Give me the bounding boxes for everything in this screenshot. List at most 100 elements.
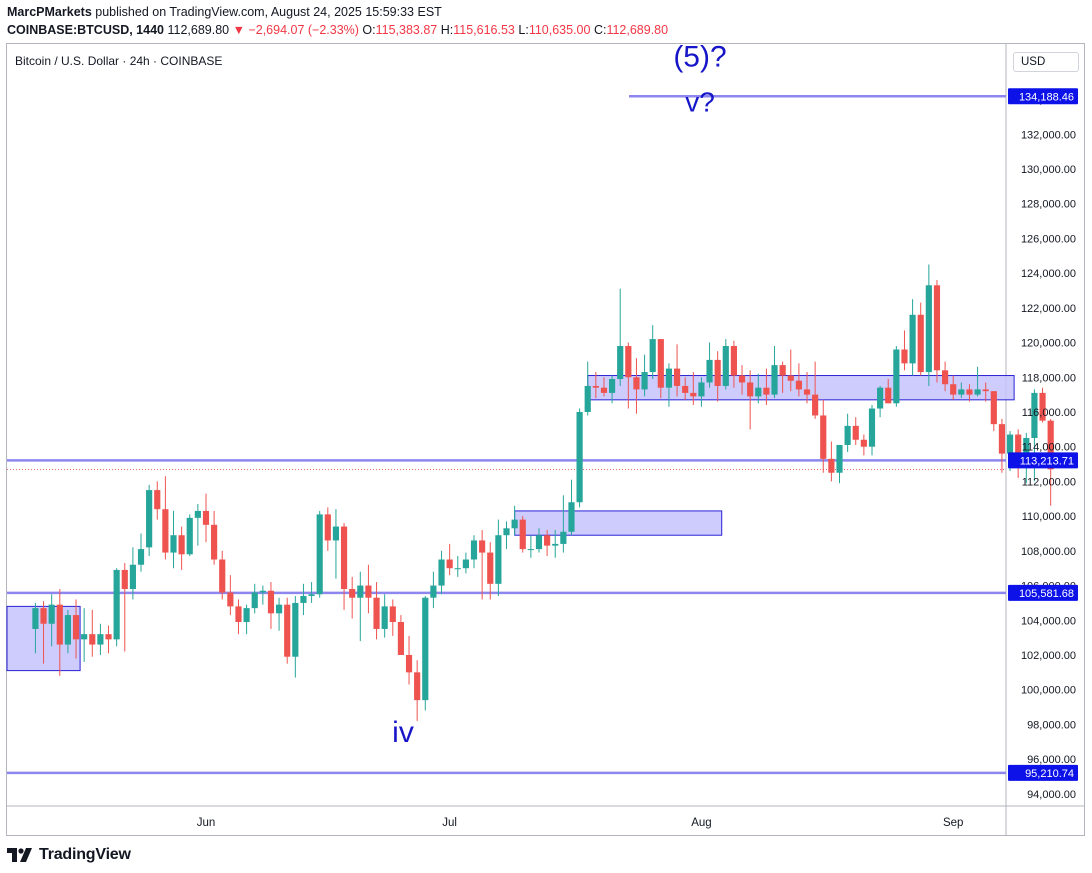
candle [909, 299, 916, 376]
candle [40, 601, 47, 664]
candle [389, 599, 396, 636]
candle-body [462, 559, 469, 569]
last-price: 112,689.80 [167, 23, 230, 37]
candle [414, 660, 421, 721]
candle [722, 339, 729, 390]
candle-body [275, 604, 283, 614]
candle-body [795, 380, 802, 390]
candle [966, 384, 973, 402]
candle [349, 576, 356, 619]
price-change: ▼ −2,694.07 (−2.33%) [232, 23, 359, 37]
candle [154, 481, 161, 520]
candle [48, 594, 55, 647]
candle-body [828, 458, 835, 473]
candle [365, 564, 372, 614]
candle [267, 582, 275, 629]
low-label: L: [518, 23, 529, 37]
candle-body [600, 387, 608, 393]
candle-body [1039, 392, 1046, 421]
candle-body [592, 385, 599, 388]
candle-body [1047, 420, 1054, 470]
candle-body [852, 425, 859, 440]
candle [300, 583, 307, 616]
candle [714, 351, 721, 402]
candle-body [885, 387, 892, 404]
candle [828, 441, 835, 482]
x-tick-label: Jun [197, 817, 216, 829]
candle-body [625, 346, 632, 378]
candle-body [868, 408, 876, 447]
candle [950, 375, 957, 400]
candle [812, 361, 819, 419]
candle [763, 368, 770, 406]
open-label: O: [362, 23, 376, 37]
candle-body [844, 425, 851, 445]
candle-body [72, 615, 80, 640]
candle-body [933, 285, 941, 371]
candle-body [568, 502, 575, 532]
footer-brand-text: TradingView [39, 846, 131, 863]
candle-body [219, 559, 226, 593]
candle [535, 528, 543, 553]
candle-body [227, 592, 234, 607]
candle-body [722, 346, 729, 386]
candle-body [89, 634, 96, 645]
y-tick-label: 100,000.00 [1021, 685, 1076, 697]
y-tick-label: 130,000.00 [1021, 164, 1076, 176]
candle-body [251, 592, 258, 609]
footer-brand[interactable]: TradingView [7, 844, 131, 866]
candle [178, 526, 185, 570]
candle [275, 597, 283, 631]
candle [990, 391, 997, 432]
candle [690, 372, 697, 406]
candle [259, 585, 266, 605]
y-tick-label: 118,000.00 [1022, 372, 1076, 384]
candle [64, 609, 72, 654]
candle-body [714, 359, 721, 386]
candle-body [373, 597, 380, 629]
y-tick-label: 126,000.00 [1021, 233, 1076, 245]
candle [519, 516, 526, 553]
candle [72, 599, 80, 659]
chart-frame[interactable] [6, 43, 1085, 836]
candle-body [365, 585, 372, 598]
candle [137, 533, 145, 572]
candle-body [479, 540, 486, 553]
candle [219, 550, 226, 600]
candle-body [690, 392, 697, 397]
candle-body [194, 510, 201, 518]
candle [901, 330, 908, 371]
candle [600, 377, 608, 397]
candle [251, 583, 258, 614]
level-tag-bg [1008, 88, 1078, 105]
candle-body [446, 559, 453, 569]
candle [755, 373, 762, 404]
candle-body [755, 387, 762, 397]
candle-body [966, 389, 973, 395]
candle [340, 523, 348, 610]
y-tick-label: 124,000.00 [1021, 268, 1076, 280]
candle [32, 602, 39, 654]
level-price-tag: 105,581.68 [1008, 584, 1078, 601]
candle [787, 349, 794, 392]
candle-body [682, 385, 689, 393]
candle-body [454, 568, 461, 570]
candle-body [292, 602, 299, 657]
currency-button[interactable]: USD [1013, 52, 1079, 72]
candle [81, 608, 88, 662]
candle-body [1031, 392, 1038, 439]
candle [470, 535, 478, 569]
low-value: 110,635.00 [528, 23, 591, 37]
author-name[interactable]: MarcPMarkets [7, 5, 92, 19]
level-price-tag: 95,210.74 [1008, 764, 1078, 781]
tradingview-logo-icon [7, 848, 32, 862]
instrument-label: Bitcoin / U.S. Dollar · 24h · COINBASE [15, 54, 223, 68]
candle [243, 604, 250, 635]
candle-body [990, 391, 997, 425]
candle-body [958, 389, 965, 395]
candle-body [113, 569, 120, 640]
symbol-label: COINBASE:BTCUSD, 1440 [7, 23, 164, 37]
wave-label-2: iv [392, 716, 414, 749]
candle-body [982, 389, 989, 392]
